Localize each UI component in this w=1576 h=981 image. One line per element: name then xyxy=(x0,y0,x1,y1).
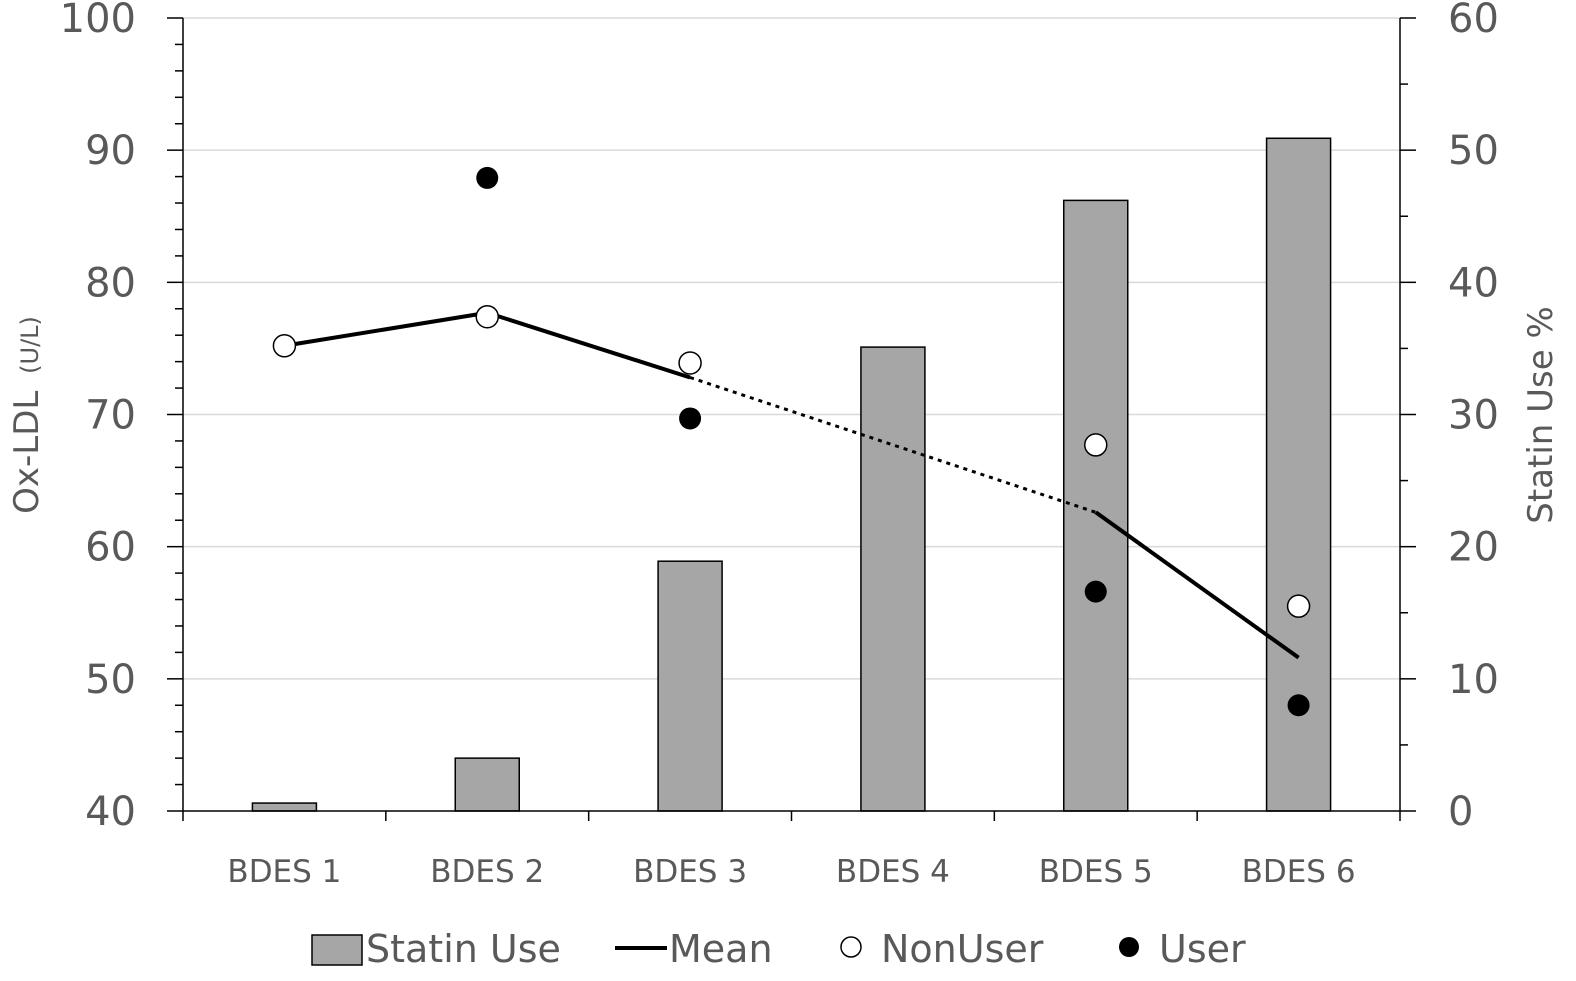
mean-line-segment xyxy=(1094,510,1300,660)
mean-line-segment xyxy=(284,310,488,348)
y-axis-left-title-unit: (U/L) xyxy=(16,316,44,374)
y-right-tick-label: 30 xyxy=(1448,393,1499,439)
point-nonuser xyxy=(1286,594,1311,618)
y-axis-left-title-main: Ox-LDL xyxy=(7,391,47,514)
legend-label-statin-use: Statin Use xyxy=(366,927,561,971)
x-tick-label: BDES 6 xyxy=(1242,854,1356,890)
x-tick-label: BDES 5 xyxy=(1039,854,1153,890)
y-right-tick-label: 60 xyxy=(1448,0,1499,42)
y-left-tick-label: 50 xyxy=(85,657,136,703)
x-tick-label: BDES 1 xyxy=(227,854,341,890)
y-axis-left-title: Ox-LDL (U/L) xyxy=(7,316,47,514)
y-right-tick-label: 10 xyxy=(1448,657,1499,703)
x-tick-label: BDES 3 xyxy=(633,854,747,890)
point-nonuser xyxy=(1084,433,1108,457)
y-left-tick-label: 90 xyxy=(85,128,136,174)
y-right-tick-label: 50 xyxy=(1448,128,1499,174)
y-axis-right-title: Statin Use % xyxy=(1521,306,1561,524)
y-right-tick-label: 40 xyxy=(1448,260,1499,306)
mean-line-segment xyxy=(486,310,691,380)
y-left-tick-label: 60 xyxy=(85,525,136,571)
y-right-tick-label: 20 xyxy=(1448,525,1499,571)
y-left-tick-label: 100 xyxy=(60,0,136,42)
point-user xyxy=(679,407,702,430)
point-user xyxy=(1287,694,1310,717)
bar-statin-use xyxy=(454,757,520,812)
point-series xyxy=(272,166,1311,717)
y-left-tick-label: 70 xyxy=(85,393,136,439)
point-nonuser xyxy=(475,304,499,329)
y-left-tick-label: 40 xyxy=(85,789,136,835)
bar-statin-use xyxy=(860,346,926,812)
point-nonuser xyxy=(272,334,297,358)
legend-marker-nonuser xyxy=(840,936,862,958)
bar-series-statin-use xyxy=(251,137,1332,812)
y-right-tick-label: 0 xyxy=(1448,789,1473,835)
x-tick-label: BDES 2 xyxy=(430,854,544,890)
legend: Statin Use Mean NonUser User xyxy=(311,927,1246,971)
legend-label-nonuser: NonUser xyxy=(881,927,1044,971)
bar-statin-use xyxy=(251,802,318,812)
point-user xyxy=(1084,580,1107,603)
line-series-mean xyxy=(284,310,1300,660)
point-user xyxy=(476,166,499,189)
point-nonuser xyxy=(678,351,702,375)
legend-label-user: User xyxy=(1159,927,1246,971)
legend-marker-user xyxy=(1119,937,1139,957)
gridlines xyxy=(183,17,1400,680)
legend-label-mean: Mean xyxy=(669,927,773,971)
axes xyxy=(167,17,1416,821)
bar-statin-use xyxy=(657,560,723,812)
y-left-tick-label: 80 xyxy=(85,260,136,306)
bar-statin-use xyxy=(1063,199,1129,812)
legend-swatch-statin-use xyxy=(311,934,363,966)
x-tick-label: BDES 4 xyxy=(836,854,950,890)
tick-labels: 40 50 60 70 80 90 100 0 10 20 30 40 50 60 BDES 1 BDES 2… xyxy=(60,0,1499,890)
